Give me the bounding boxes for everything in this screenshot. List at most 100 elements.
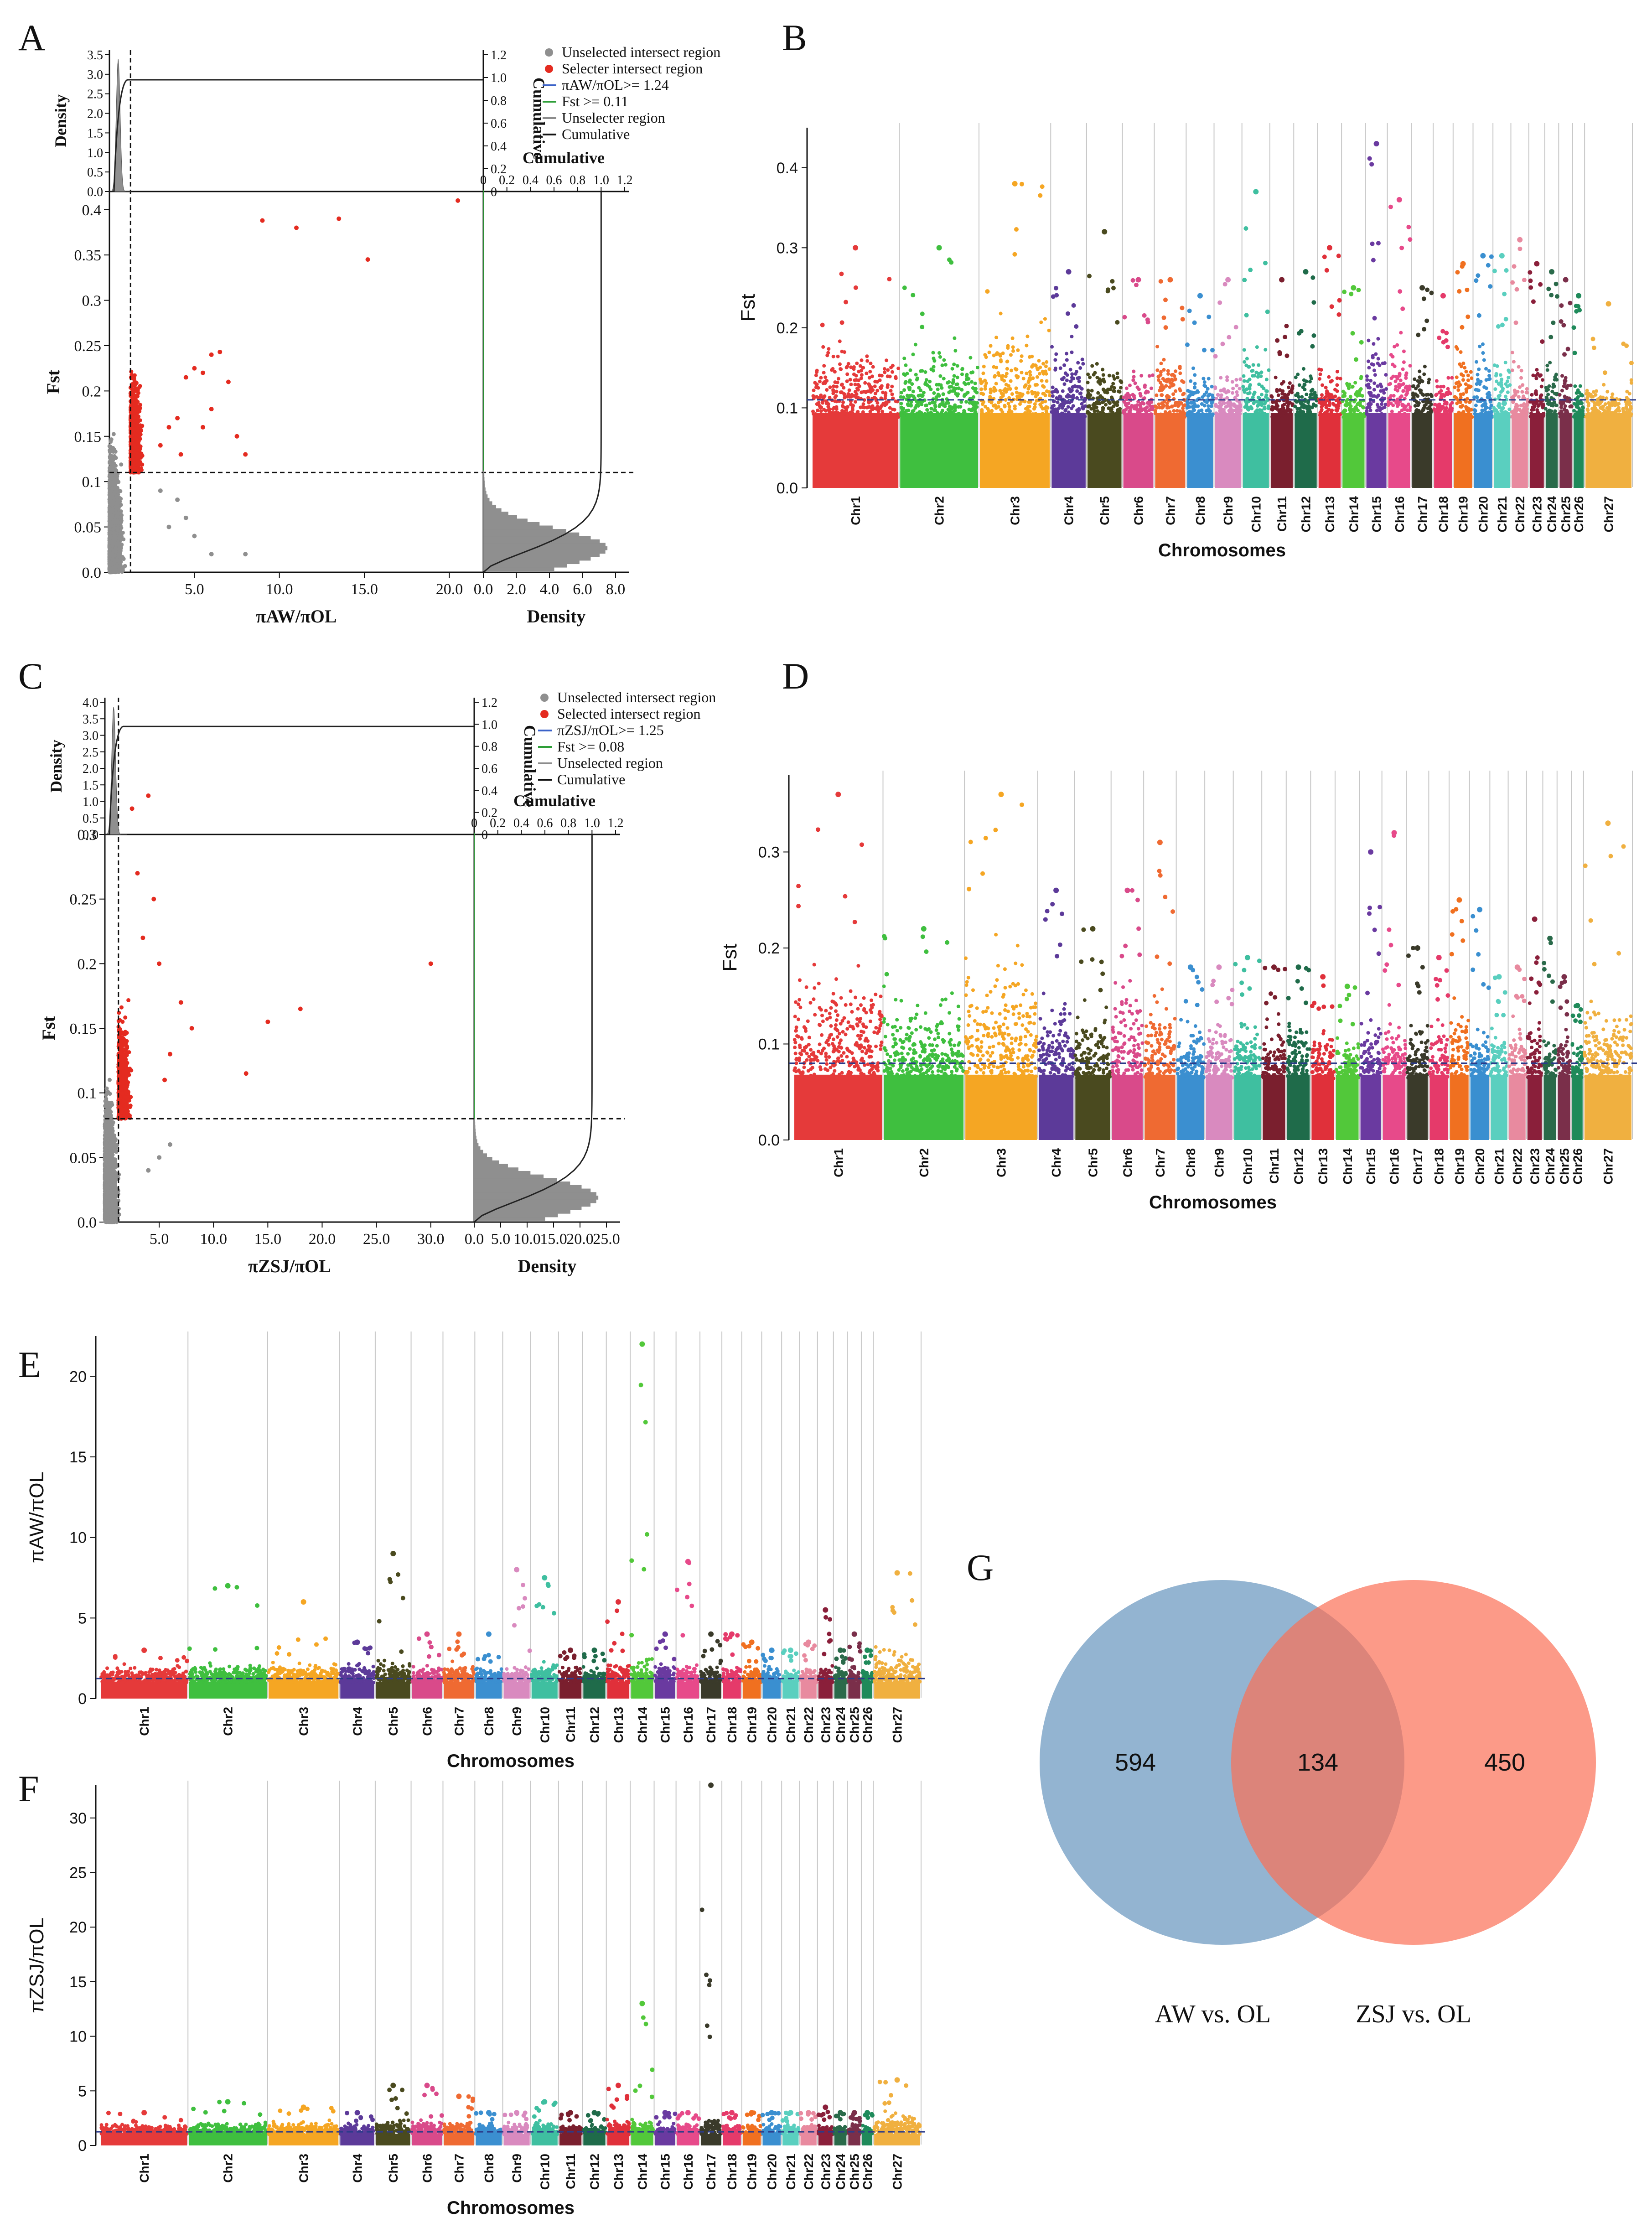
density-bar [483, 266, 484, 270]
snp-point [889, 389, 893, 393]
snp-point [975, 401, 979, 405]
snp-point [942, 392, 945, 396]
snp-point [983, 378, 987, 382]
data-point [110, 468, 114, 472]
snp-point [1081, 357, 1084, 361]
snp-point [984, 355, 988, 359]
density-bar [483, 553, 600, 557]
snp-point [1113, 377, 1116, 381]
snp-point [852, 394, 856, 398]
snp-point [967, 415, 970, 419]
snp-point [901, 410, 905, 414]
legend-label: Fst >= 0.11 [562, 93, 628, 109]
density-bar [483, 387, 484, 391]
snp-point [880, 410, 884, 414]
snp-point [854, 378, 858, 382]
snp-point [919, 412, 922, 415]
snp-point [1115, 411, 1119, 415]
snp-point [819, 409, 823, 413]
density-bar [483, 398, 484, 402]
density-bar [483, 352, 484, 357]
density-bar [483, 359, 484, 363]
snp-point [1101, 368, 1104, 372]
density-bar [483, 546, 607, 550]
density-bar [483, 193, 484, 197]
chromosome-label: Chr5 [1098, 496, 1112, 525]
snp-point [998, 352, 1001, 356]
snp-point [814, 373, 818, 377]
snp-point [1119, 380, 1123, 384]
snp-point [838, 363, 842, 366]
snp-point [1001, 352, 1005, 355]
snp-point [902, 357, 906, 360]
snp-point [1090, 364, 1094, 368]
snp-point [1041, 412, 1045, 415]
snp-point [841, 400, 845, 404]
snp-high-point [920, 311, 925, 316]
data-point [108, 567, 112, 571]
snp-point [1014, 413, 1018, 416]
snp-high-point [920, 325, 924, 329]
snp-point [1111, 382, 1115, 385]
snp-point [1034, 383, 1037, 387]
snp-point [1128, 394, 1131, 398]
y-tick-label: 0.4 [82, 202, 102, 219]
snp-point [894, 376, 898, 380]
snp-point [873, 384, 877, 388]
snp-point [870, 385, 873, 389]
legend-marker [545, 65, 553, 73]
snp-point [854, 400, 857, 404]
y-tick-label: 0.2 [82, 383, 102, 400]
chromosome-label: Chr3 [1008, 496, 1022, 525]
snp-point [1040, 379, 1044, 383]
selected-outlier [192, 366, 197, 371]
snp-point [1069, 390, 1072, 394]
y-tick-label: 0.4 [777, 160, 798, 177]
snp-point [827, 347, 830, 351]
snp-point [827, 402, 830, 406]
snp-point [839, 367, 842, 371]
snp-point [888, 375, 892, 378]
unselected-outlier [243, 552, 248, 556]
snp-point [1131, 393, 1134, 397]
snp-point [1015, 391, 1019, 394]
snp-point [1004, 374, 1008, 378]
snp-point [881, 402, 885, 405]
selected-point [137, 462, 141, 466]
snp-point [816, 409, 819, 412]
data-point [108, 480, 112, 484]
snp-point [865, 359, 869, 363]
selected-point [134, 394, 138, 398]
selected-outlier [184, 375, 188, 380]
snp-point [1139, 374, 1143, 378]
data-point [108, 473, 112, 477]
snp-point [947, 401, 950, 405]
snp-point [881, 391, 885, 394]
snp-point [1095, 400, 1098, 404]
selected-outlier [243, 452, 248, 457]
chromosome-label: Chr2 [932, 496, 947, 525]
selected-point [139, 466, 143, 471]
density-bar [483, 235, 484, 239]
snp-point [845, 373, 849, 376]
snp-point [1045, 379, 1048, 383]
snp-point [948, 405, 952, 409]
snp-high-point [1054, 286, 1058, 290]
top-y-tick-label: 1.0 [87, 146, 103, 160]
data-point [114, 558, 118, 562]
snp-high-point [1115, 320, 1119, 325]
selected-point [137, 439, 141, 443]
snp-point [908, 378, 912, 382]
snp-point [881, 414, 885, 417]
snp-point [959, 400, 963, 404]
snp-point [1137, 388, 1141, 391]
snp-point [1001, 374, 1005, 378]
snp-point [843, 396, 846, 399]
density-bar [483, 283, 484, 287]
snp-point [1051, 394, 1055, 398]
density-bar [483, 494, 487, 498]
snp-point [923, 370, 927, 374]
snp-point [876, 405, 880, 409]
snp-point [819, 395, 823, 399]
density-bar [483, 280, 484, 284]
